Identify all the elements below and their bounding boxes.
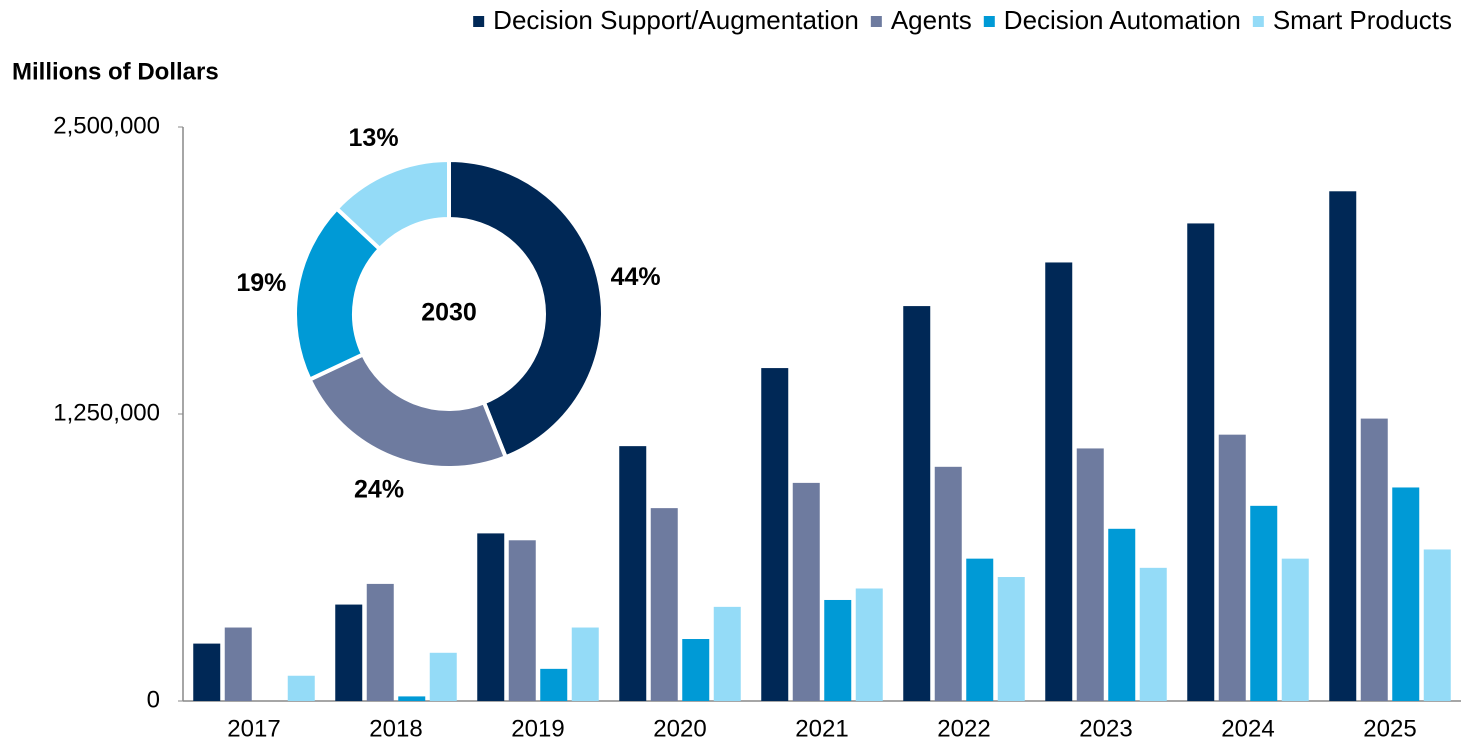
legend-label: Decision Automation [1004,5,1241,35]
bar [508,540,536,701]
bar [1218,434,1246,701]
slice-label: 44% [611,263,661,291]
legend-label: Smart Products [1273,5,1452,35]
donut-slice [306,351,509,470]
bar [1360,418,1388,701]
y-axis-label: Millions of Dollars [12,58,219,85]
bar [366,583,394,701]
bar [966,558,994,701]
bar [855,588,883,701]
bar [713,606,741,701]
bar [1139,567,1167,701]
bar [1250,505,1278,701]
donut-slice [447,157,605,460]
bar [193,643,221,701]
legend-swatch [1252,16,1264,27]
x-tick-label: 2023 [1079,715,1132,742]
bar [398,696,426,701]
bar [287,675,315,701]
bar [1045,262,1073,701]
legend-swatch [983,16,995,27]
legend-swatch [870,16,882,27]
bar [477,533,505,701]
bar [1187,223,1215,701]
bar [824,599,852,701]
x-tick-label: 2017 [227,715,280,742]
bar [540,668,568,701]
x-tick-label: 2021 [795,715,848,742]
bar [792,482,820,701]
bar [650,508,678,701]
bar [224,627,252,701]
legend-swatch [473,16,485,27]
x-tick-label: 2020 [653,715,706,742]
x-tick-label: 2024 [1221,715,1274,742]
bar [429,652,457,701]
donut-center-label: 2030 [421,299,477,327]
y-tick-label: 2,500,000 [53,112,160,139]
x-tick-label: 2018 [369,715,422,742]
bar [571,627,599,701]
slice-label: 19% [236,269,286,297]
bar [1108,528,1136,701]
bar [997,577,1025,701]
slice-label: 13% [349,124,399,152]
legend-label: Decision Support/Augmentation [493,5,859,35]
x-tick-label: 2025 [1363,715,1416,742]
bar [1392,487,1420,701]
y-tick-label: 1,250,000 [53,399,160,426]
bar [761,368,789,701]
bar [1076,448,1104,701]
bar [1329,191,1357,701]
slice-label: 24% [354,475,404,503]
x-tick-label: 2022 [937,715,990,742]
bar [903,306,931,701]
bar [934,466,962,701]
bar [619,446,647,701]
legend-label: Agents [891,5,972,35]
bar [682,639,710,701]
donut-slice [333,157,451,252]
y-tick-label: 0 [147,686,160,713]
bar [335,604,363,701]
x-tick-label: 2019 [511,715,564,742]
bar [1423,549,1451,701]
bar [1281,558,1309,701]
